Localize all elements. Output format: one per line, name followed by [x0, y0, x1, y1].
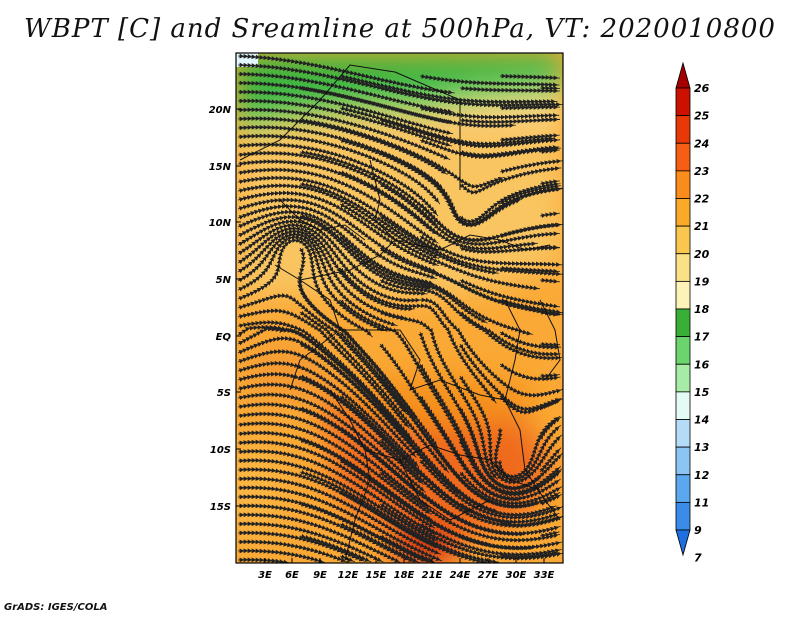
colorbar-swatch — [675, 363, 691, 393]
colorbar-label: 20 — [694, 248, 710, 261]
streamline — [539, 447, 562, 473]
streamline — [419, 73, 560, 88]
streamline — [499, 515, 563, 528]
streamlines — [237, 53, 563, 563]
streamline — [499, 222, 563, 238]
colorbar-swatch — [675, 115, 691, 144]
lon-label: 21E — [422, 570, 443, 581]
lon-label: 9E — [313, 570, 327, 581]
map-title: WBPT [C] and Sreamline at 500hPa, VT: 20… — [24, 14, 776, 44]
colorbar-swatch — [675, 87, 691, 117]
colorbar-label: 26 — [694, 82, 710, 95]
streamline — [499, 133, 560, 143]
streamline — [499, 184, 561, 206]
lat-label: EQ — [216, 332, 232, 343]
streamline — [419, 106, 560, 120]
colorbar-label: 11 — [694, 496, 709, 509]
streamline — [500, 104, 560, 111]
colorbar-swatch — [675, 61, 691, 89]
longitude-axis: 3E 6E 9E 12E 15E 18E 21E 24E 27E 30E 33E — [258, 558, 555, 581]
footer-credit: GrADS: IGES/COLA — [4, 602, 108, 613]
streamline — [499, 158, 563, 174]
colorbar-swatch — [675, 308, 691, 338]
streamline — [539, 493, 563, 506]
streamline — [539, 148, 560, 155]
lat-label: 5N — [216, 275, 232, 286]
colorbar-swatch — [675, 419, 691, 448]
lon-label: 15E — [366, 570, 387, 581]
streamline — [539, 277, 560, 284]
streamline — [538, 416, 562, 441]
colorbar-label: 16 — [694, 358, 710, 371]
streamline — [539, 245, 560, 251]
colorbar-label: 7 — [694, 552, 702, 565]
colorbar-swatch — [675, 446, 691, 476]
colorbar-label: 23 — [694, 165, 710, 178]
lon-label: 12E — [338, 570, 359, 581]
lat-label: 15S — [210, 502, 231, 513]
streamline — [539, 117, 561, 123]
lon-label: 27E — [478, 570, 499, 581]
colorbar-label: 17 — [694, 331, 710, 344]
lat-label: 10N — [209, 218, 232, 229]
colorbar-label: 19 — [694, 275, 710, 288]
lon-label: 6E — [285, 570, 299, 581]
country-borders — [239, 64, 561, 561]
streamline — [237, 557, 290, 563]
streamline — [540, 373, 560, 379]
lat-label: 10S — [210, 445, 231, 456]
colorbar-label: 25 — [694, 110, 710, 123]
colorbar-label: 13 — [694, 441, 710, 454]
streamline — [419, 234, 563, 267]
colorbar-swatch — [675, 474, 691, 503]
colorbar: 26 25 24 23 22 21 20 19 18 17 16 15 14 13 12 11 9 7 — [675, 61, 710, 565]
colorbar-label: 12 — [694, 469, 710, 482]
lon-label: 24E — [450, 570, 471, 581]
lon-label: 30E — [506, 570, 527, 581]
lon-label: 33E — [534, 570, 555, 581]
colorbar-label: 22 — [694, 193, 710, 206]
streamline — [539, 85, 561, 91]
colorbar-swatch — [675, 253, 691, 282]
streamline — [499, 265, 560, 274]
colorbar-swatch — [675, 336, 691, 365]
streamline — [459, 534, 563, 551]
colorbar-swatch — [675, 529, 691, 557]
colorbar-label: 18 — [694, 303, 710, 316]
colorbar-swatch — [675, 170, 691, 199]
map-frame — [235, 52, 564, 564]
lon-label: 3E — [258, 570, 272, 581]
lat-label: 15N — [209, 162, 232, 173]
streamline — [499, 330, 562, 350]
streamline — [499, 73, 561, 81]
streamline — [539, 309, 560, 317]
streamline — [499, 551, 560, 560]
colorbar-swatch — [675, 501, 691, 531]
lat-label: 5S — [217, 388, 231, 399]
colorbar-swatch — [675, 280, 691, 310]
streamline — [499, 470, 562, 497]
streamline — [539, 398, 563, 410]
colorbar-label: 14 — [694, 414, 709, 427]
streamline — [539, 179, 560, 187]
colorbar-label: 21 — [694, 220, 709, 233]
streamline — [499, 362, 561, 382]
colorbar-label: 24 — [694, 137, 709, 150]
lon-label: 18E — [394, 570, 415, 581]
streamline — [539, 211, 560, 219]
colorbar-swatch — [675, 142, 691, 172]
latitude-axis: 20N 15N 10N 5N EQ 5S 10S 15S — [209, 105, 241, 513]
colorbar-swatch — [675, 225, 691, 255]
colorbar-swatch — [675, 391, 691, 420]
lat-label: 20N — [209, 105, 232, 116]
streamline — [539, 531, 560, 539]
colorbar-label: 9 — [694, 524, 702, 537]
temperature-field — [236, 53, 563, 563]
colorbar-label: 15 — [694, 386, 710, 399]
colorbar-swatch — [675, 198, 691, 227]
streamline — [539, 341, 561, 348]
